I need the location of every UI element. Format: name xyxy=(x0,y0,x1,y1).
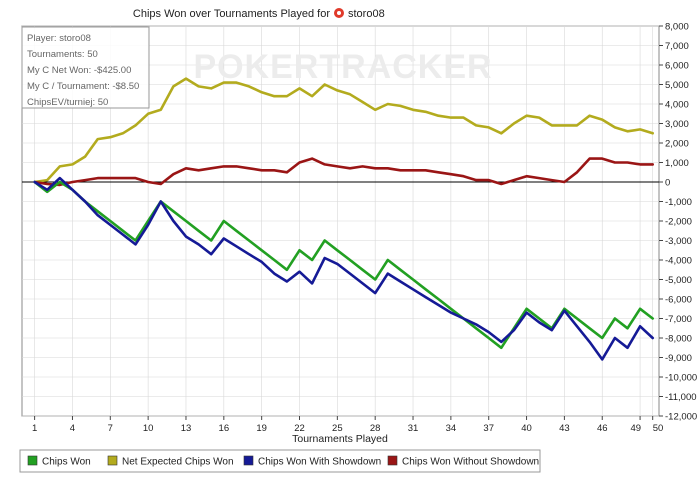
info-player: Player: storo08 xyxy=(27,33,91,44)
x-tick-label: 28 xyxy=(370,423,381,434)
x-tick-label: 50 xyxy=(653,423,664,434)
x-tick-label: 46 xyxy=(597,423,608,434)
legend-label-2: Chips Won With Showdown xyxy=(258,457,381,468)
info-per-tournament: My C / Tournament: -$8.50 xyxy=(27,81,139,92)
legend-swatch-0 xyxy=(27,455,38,466)
y-tick-label: -4,000 xyxy=(665,256,692,267)
info-net-won: My C Net Won: -$425.00 xyxy=(27,65,131,76)
legend-label-3: Chips Won Without Showdown xyxy=(402,457,539,468)
y-tick-label: -2,000 xyxy=(665,217,692,228)
legend-swatch-2 xyxy=(243,455,254,466)
y-tick-label: 6,000 xyxy=(665,61,689,72)
y-tick-label: -6,000 xyxy=(665,295,692,306)
x-tick-label: 16 xyxy=(219,423,230,434)
legend-swatch-3 xyxy=(387,455,398,466)
y-tick-label: 8,000 xyxy=(665,22,689,33)
y-tick-label: -3,000 xyxy=(665,236,692,247)
x-tick-label: 7 xyxy=(108,423,113,434)
y-tick-label: 0 xyxy=(665,178,670,189)
poker-chip-icon xyxy=(334,8,344,18)
watermark: POKERTRACKER xyxy=(193,48,492,86)
chart-title: Chips Won over Tournaments Played for xyxy=(133,8,330,20)
info-tournaments: Tournaments: 50 xyxy=(27,49,98,60)
chart-player-name: storo08 xyxy=(348,8,385,20)
x-tick-label: 25 xyxy=(332,423,343,434)
y-tick-label: -7,000 xyxy=(665,314,692,325)
x-tick-label: 49 xyxy=(631,423,642,434)
info-chipsev: ChipsEV/turniej: 50 xyxy=(27,97,108,108)
y-tick-label: -1,000 xyxy=(665,197,692,208)
series-line-chips-won-without-showdown xyxy=(33,157,655,187)
legend-label-0: Chips Won xyxy=(42,457,91,468)
x-tick-label: 31 xyxy=(408,423,419,434)
x-tick-label: 1 xyxy=(32,423,37,434)
legend-label-1: Net Expected Chips Won xyxy=(122,457,234,468)
x-tick-label: 34 xyxy=(446,423,457,434)
x-tick-label: 13 xyxy=(181,423,192,434)
y-tick-label: -8,000 xyxy=(665,334,692,345)
x-axis-title: Tournaments Played xyxy=(292,433,388,445)
series-layer xyxy=(33,77,655,361)
x-tick-label: 19 xyxy=(256,423,267,434)
y-tick-label: 3,000 xyxy=(665,119,689,130)
y-tick-label: -12,000 xyxy=(665,412,697,423)
y-tick-label: -9,000 xyxy=(665,353,692,364)
series-line-net-expected-chips-won xyxy=(33,77,655,184)
x-tick-label: 22 xyxy=(294,423,305,434)
y-tick-label: -10,000 xyxy=(665,373,697,384)
y-tick-label: -5,000 xyxy=(665,275,692,286)
y-axis: 8,000 7,000 6,000 5,000 4,000 3,000 2,000 1,000… xyxy=(659,22,697,423)
legend: Chips Won Net Expected Chips Won Chips Won… xyxy=(19,449,541,473)
series-line-chips-won xyxy=(33,180,655,350)
grid xyxy=(22,25,659,417)
x-tick-label: 4 xyxy=(70,423,75,434)
x-tick-label: 43 xyxy=(559,423,570,434)
x-tick-label: 40 xyxy=(521,423,532,434)
info-box: Player: storo08 Tournaments: 50 My C Net… xyxy=(21,26,150,109)
y-tick-label: 5,000 xyxy=(665,80,689,91)
x-axis: 1 4 7 10 13 16 19 22 25 28 31 34 37 40 43 46 49 50 xyxy=(32,416,663,434)
y-tick-label: 7,000 xyxy=(665,41,689,52)
series-line-chips-won-with-showdown xyxy=(33,176,655,361)
x-tick-label: 37 xyxy=(483,423,494,434)
y-tick-label: 1,000 xyxy=(665,158,689,169)
y-tick-label: 4,000 xyxy=(665,100,689,111)
y-tick-label: -11,000 xyxy=(665,392,697,403)
x-tick-label: 10 xyxy=(143,423,154,434)
y-tick-label: 2,000 xyxy=(665,139,689,150)
legend-swatch-1 xyxy=(107,455,118,466)
